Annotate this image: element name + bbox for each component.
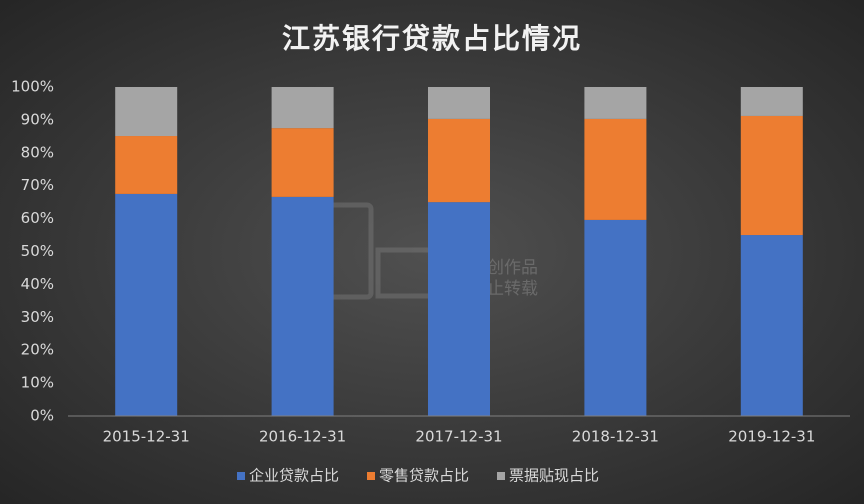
x-tick-label: 2016-12-31 [259, 428, 346, 446]
bar-segment [115, 193, 178, 416]
legend-label: 企业贷款占比 [249, 467, 339, 485]
bar-segment [740, 87, 803, 116]
bar-segment [584, 118, 647, 220]
y-tick-label: 0% [30, 407, 54, 425]
x-tick-label: 2017-12-31 [415, 428, 502, 446]
bar-segment [271, 128, 334, 197]
legend-swatch [497, 472, 505, 480]
y-tick-label: 70% [21, 176, 54, 194]
legend-label: 零售贷款占比 [379, 467, 469, 485]
bar-segment [584, 87, 647, 119]
bar-segment [740, 115, 803, 236]
y-tick-label: 30% [21, 308, 54, 326]
y-tick-label: 50% [21, 242, 54, 260]
bar-segment [115, 87, 178, 137]
legend-label: 票据贴现占比 [509, 467, 599, 485]
bar-segment [271, 87, 334, 129]
bar-segment [740, 235, 803, 416]
x-tick-label: 2015-12-31 [103, 428, 190, 446]
y-tick-label: 40% [21, 275, 54, 293]
chart-title: 江苏银行贷款占比情况 [282, 22, 582, 55]
x-tick-label: 2019-12-31 [728, 428, 815, 446]
bar-segment [115, 136, 178, 194]
bar-segment [428, 118, 490, 203]
y-tick-label: 80% [21, 143, 54, 161]
x-tick-label: 2018-12-31 [572, 428, 659, 446]
bar-segment [428, 87, 490, 119]
y-tick-label: 90% [21, 110, 54, 128]
legend-swatch [237, 472, 245, 480]
bar-segment [584, 219, 647, 416]
bar-segment [428, 202, 490, 416]
y-tick-label: 100% [11, 78, 54, 96]
bar-segment [271, 196, 334, 416]
y-tick-label: 60% [21, 209, 54, 227]
y-tick-label: 10% [21, 374, 54, 392]
legend-swatch [367, 472, 375, 480]
y-tick-label: 20% [21, 341, 54, 359]
